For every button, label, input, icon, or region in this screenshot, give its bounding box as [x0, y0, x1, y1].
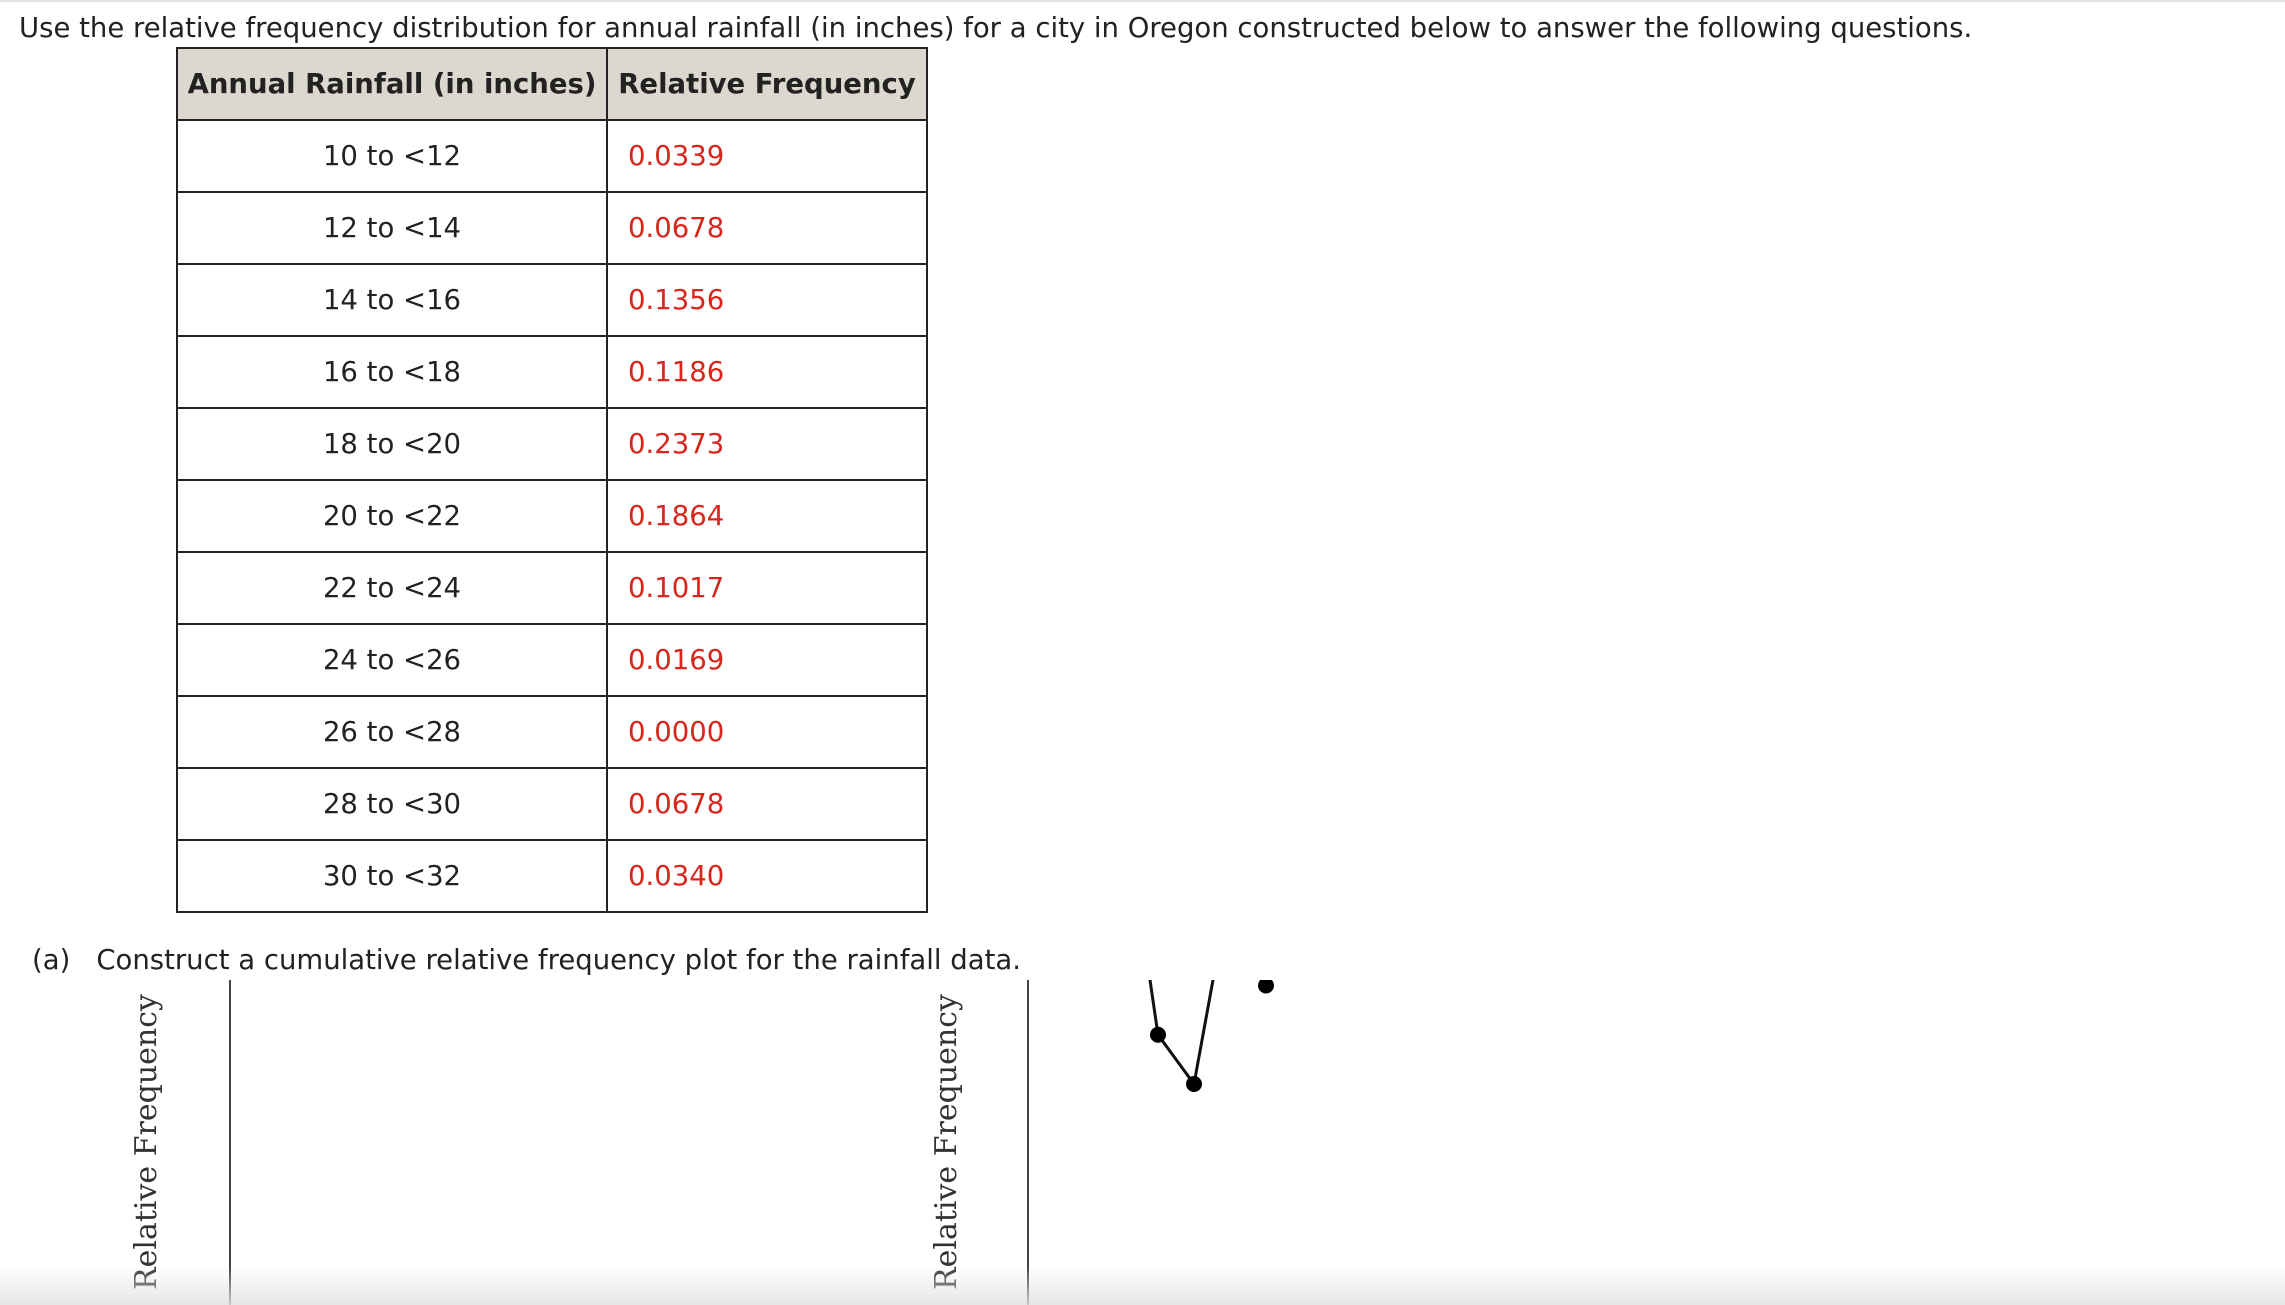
header-rainfall: Annual Rainfall (in inches) [176, 47, 608, 121]
y-axis-label: Relative Frequency [129, 994, 164, 1290]
top-divider [0, 0, 2285, 2]
question-a-label: (a) [32, 944, 71, 976]
relative-frequency-value: 0.1864 [606, 479, 928, 553]
rainfall-range: 14 to <16 [176, 263, 608, 337]
rainfall-range: 22 to <24 [176, 551, 608, 625]
rainfall-range: 24 to <26 [176, 623, 608, 697]
question-a: (a) Construct a cumulative relative frequ… [32, 944, 1021, 976]
series-line [1148, 980, 1268, 1088]
table-row: 24 to <26 0.0169 [176, 623, 928, 697]
relative-frequency-value: 0.1186 [606, 335, 928, 409]
rainfall-range: 12 to <14 [176, 191, 608, 265]
question-a-text: Construct a cumulative relative frequenc… [96, 944, 1021, 976]
table-header-row: Annual Rainfall (in inches) Relative Fre… [176, 47, 928, 121]
relative-frequency-value: 0.0000 [606, 695, 928, 769]
frequency-table: Annual Rainfall (in inches) Relative Fre… [176, 47, 928, 913]
header-relative-frequency: Relative Frequency [606, 47, 928, 121]
relative-frequency-value: 0.1356 [606, 263, 928, 337]
rainfall-range: 18 to <20 [176, 407, 608, 481]
table-row: 28 to <30 0.0678 [176, 767, 928, 841]
table-row: 22 to <24 0.1017 [176, 551, 928, 625]
table-row: 14 to <16 0.1356 [176, 263, 928, 337]
table-row: 20 to <22 0.1864 [176, 479, 928, 553]
data-point [1150, 1026, 1166, 1043]
relative-frequency-value: 0.0678 [606, 191, 928, 265]
cumulative-plot-option-1[interactable]: Relative Frequency2030405060 [120, 980, 880, 1305]
y-axis-label: Relative Frequency [929, 994, 964, 1290]
relative-frequency-value: 0.2373 [606, 407, 928, 481]
data-point [1186, 1076, 1202, 1092]
table-row: 12 to <14 0.0678 [176, 191, 928, 265]
table-row: 16 to <18 0.1186 [176, 335, 928, 409]
relative-frequency-value: 0.1017 [606, 551, 928, 625]
rainfall-range: 26 to <28 [176, 695, 608, 769]
relative-frequency-value: 0.0169 [606, 623, 928, 697]
table-row: 18 to <20 0.2373 [176, 407, 928, 481]
intro-text: Use the relative frequency distribution … [19, 12, 1973, 44]
relative-frequency-value: 0.0340 [606, 839, 928, 913]
table-row: 30 to <32 0.0340 [176, 839, 928, 913]
bottom-fade [0, 1266, 2285, 1305]
rainfall-range: 20 to <22 [176, 479, 608, 553]
rainfall-range: 28 to <30 [176, 767, 608, 841]
table-row: 10 to <12 0.0339 [176, 119, 928, 193]
rainfall-range: 16 to <18 [176, 335, 608, 409]
data-point [1258, 980, 1274, 994]
table-row: 26 to <28 0.0000 [176, 695, 928, 769]
relative-frequency-value: 0.0678 [606, 767, 928, 841]
rainfall-range: 10 to <12 [176, 119, 608, 193]
relative-frequency-value: 0.0339 [606, 119, 928, 193]
cumulative-plot-option-2[interactable]: Relative Frequency68101214 [920, 980, 1480, 1305]
rainfall-range: 30 to <32 [176, 839, 608, 913]
